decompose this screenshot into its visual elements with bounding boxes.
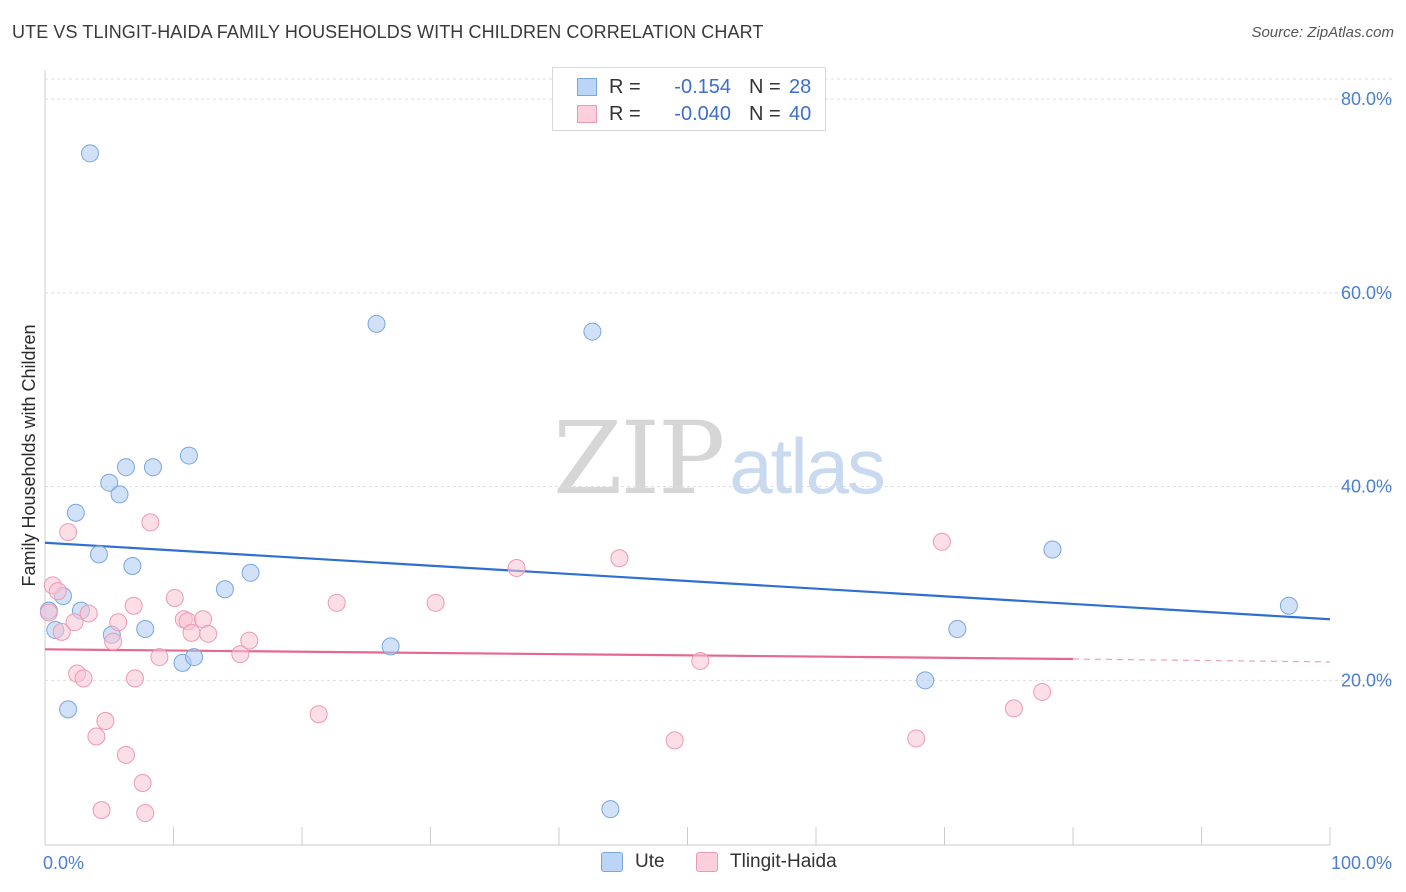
x-tick-label: 0.0% — [43, 853, 84, 873]
legend-swatch-ute — [601, 852, 623, 872]
tlingit-haida-point — [665, 731, 684, 750]
axes — [44, 70, 1331, 846]
y-tick-label: 20.0% — [1341, 670, 1392, 690]
tlingit-haida-point — [125, 669, 144, 688]
ute-point — [100, 473, 119, 492]
ute-point — [185, 648, 204, 667]
tlingit-haida-point — [231, 645, 250, 664]
y-axis-title: Family Households with Children — [19, 324, 39, 586]
ute-point — [1279, 596, 1298, 615]
tlingit-haida-point — [136, 804, 155, 823]
tlingit-haida-point — [426, 593, 445, 612]
ute-point — [241, 563, 260, 582]
legend-r-value: -0.040 — [674, 102, 731, 125]
legend-n-label: N = — [749, 102, 781, 125]
source-label: Source: ZipAtlas.com — [1251, 24, 1394, 41]
tlingit-haida-point — [507, 558, 526, 577]
legend-r-value: -0.154 — [674, 75, 731, 98]
ute-point — [66, 503, 85, 522]
tlingit-haida-point — [1004, 699, 1023, 718]
legend-n-label: N = — [749, 75, 781, 98]
trend-lines — [44, 541, 1331, 663]
watermark: ZIPatlas — [553, 400, 886, 517]
legend-swatch-tlingit-haida — [577, 105, 597, 123]
legend-n-value: 28 — [789, 75, 812, 98]
tlingit-haida-point — [104, 632, 123, 651]
correlation-legend: R = -0.154 N = 28 R = -0.040 N = 40 — [552, 67, 826, 131]
ute-point — [367, 314, 386, 333]
y-tick-label: 80.0% — [1341, 89, 1392, 109]
tlingit-haida-trend-line — [44, 648, 1074, 661]
legend-r-label: R = — [609, 102, 641, 125]
tlingit-haida-point — [141, 513, 160, 532]
tlingit-haida-point — [309, 705, 328, 724]
legend-n-value: 40 — [789, 102, 812, 125]
ute-point — [583, 322, 602, 341]
ute-point — [215, 580, 234, 599]
ute-point — [59, 700, 78, 719]
tlingit-haida-point — [79, 604, 98, 623]
tlingit-haida-point — [907, 729, 926, 748]
tlingit-haida-point — [96, 712, 115, 730]
y-tick-label: 60.0% — [1341, 283, 1392, 303]
watermark-zip: ZIP — [553, 400, 725, 517]
tlingit-haida-point — [109, 613, 128, 632]
legend-label-tlingit-haida: Tlingit-Haida — [730, 851, 837, 872]
tlingit-haida-point — [932, 532, 951, 551]
tlingit-haida-point — [1033, 682, 1052, 701]
tlingit-haida-point — [199, 624, 218, 643]
tlingit-haida-point — [39, 603, 58, 622]
axis-labels: 20.0% 40.0% 60.0% 80.0% 0.0% 100.0% Family Hou… — [19, 89, 1392, 873]
gridlines — [45, 78, 1392, 681]
legend-label-ute: Ute — [635, 851, 665, 872]
tlingit-haida-point — [48, 582, 67, 601]
legend-row-ute: R = -0.154 N = 28 — [577, 74, 811, 100]
tlingit-haida-point — [133, 774, 152, 792]
tlingit-haida-point — [150, 648, 169, 667]
ute-point — [381, 637, 400, 656]
ute-point — [116, 458, 135, 477]
ute-point — [948, 619, 967, 638]
series-legend: Ute Tlingit-Haida — [0, 851, 1406, 877]
tlingit-haida-point — [124, 596, 143, 615]
ute-point — [916, 671, 935, 690]
tlingit-haida-point — [92, 801, 111, 820]
ute-point — [89, 545, 108, 564]
tlingit-haida-point — [74, 669, 93, 688]
chart-title: UTE VS TLINGIT-HAIDA FAMILY HOUSEHOLDS W… — [12, 22, 764, 42]
legend-r-label: R = — [609, 75, 641, 98]
ute-point — [110, 485, 129, 504]
x-tick-label: 100.0% — [1331, 853, 1392, 873]
legend-swatch-ute — [577, 78, 597, 96]
ute-point — [80, 144, 99, 163]
ute-point — [143, 458, 162, 477]
legend-item-tlingit-haida[interactable]: Tlingit-Haida — [696, 851, 837, 873]
ute-point — [179, 446, 198, 465]
ute-point — [1043, 540, 1062, 559]
tlingit-haida-point — [610, 549, 629, 568]
ute-point — [123, 557, 142, 575]
ute-trend-line — [44, 541, 1331, 621]
tlingit-haida-point — [87, 727, 106, 746]
tlingit-haida-point — [116, 745, 135, 764]
watermark-atlas: atlas — [729, 422, 886, 510]
tlingit-haida-point — [52, 622, 71, 641]
tlingit-haida-trend-extension — [1072, 658, 1331, 663]
tlingit-haida-point — [65, 613, 84, 632]
tlingit-haida-point — [182, 623, 201, 642]
tlingit-haida-point — [165, 588, 184, 607]
tlingit-haida-point — [691, 651, 710, 670]
tlingit-haida-point — [327, 593, 346, 612]
legend-swatch-tlingit-haida — [696, 852, 718, 872]
y-tick-label: 40.0% — [1341, 477, 1392, 497]
ute-point — [136, 619, 155, 638]
ute-point — [601, 800, 620, 819]
legend-row-tlingit-haida: R = -0.040 N = 40 — [577, 101, 811, 127]
tlingit-haida-point — [59, 523, 78, 542]
data-points — [39, 144, 1298, 823]
tlingit-haida-point — [240, 631, 259, 650]
legend-item-ute[interactable]: Ute — [601, 851, 665, 873]
